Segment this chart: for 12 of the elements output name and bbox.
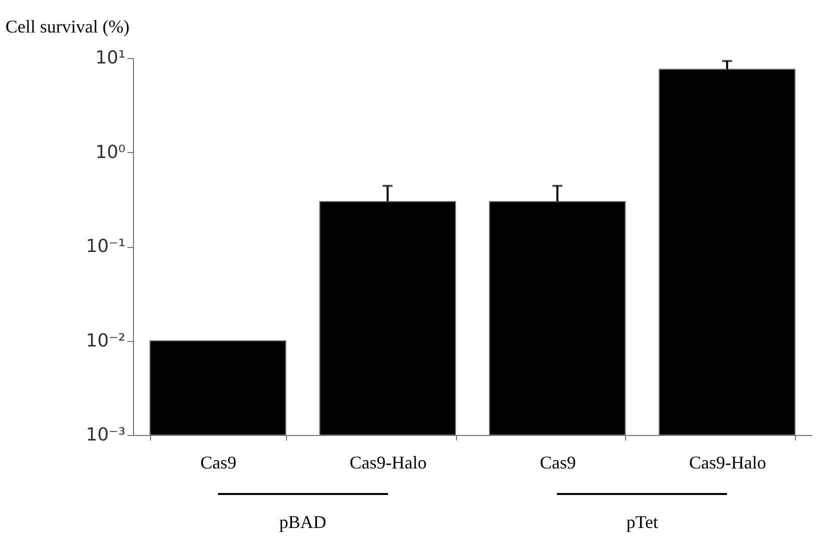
x-tick-label: Cas9 (200, 452, 236, 472)
y-tick-label: 10⁻² (86, 330, 126, 352)
y-tick-label: 10¹ (95, 48, 126, 68)
x-tick-label: Cas9-Halo (689, 452, 766, 472)
text: pBAD (279, 512, 326, 533)
y-axis-title: Cell survival (%) (6, 16, 130, 36)
x-tick-label: Cas9-Halo (350, 452, 427, 472)
text: pTet (626, 512, 658, 533)
y-tick-label: 10⁻¹ (86, 236, 126, 257)
x-tick-label: Cas9 (540, 452, 576, 472)
y-tick-label: 10⁰ (95, 142, 126, 163)
y-tick-label: 10⁻³ (86, 424, 126, 446)
